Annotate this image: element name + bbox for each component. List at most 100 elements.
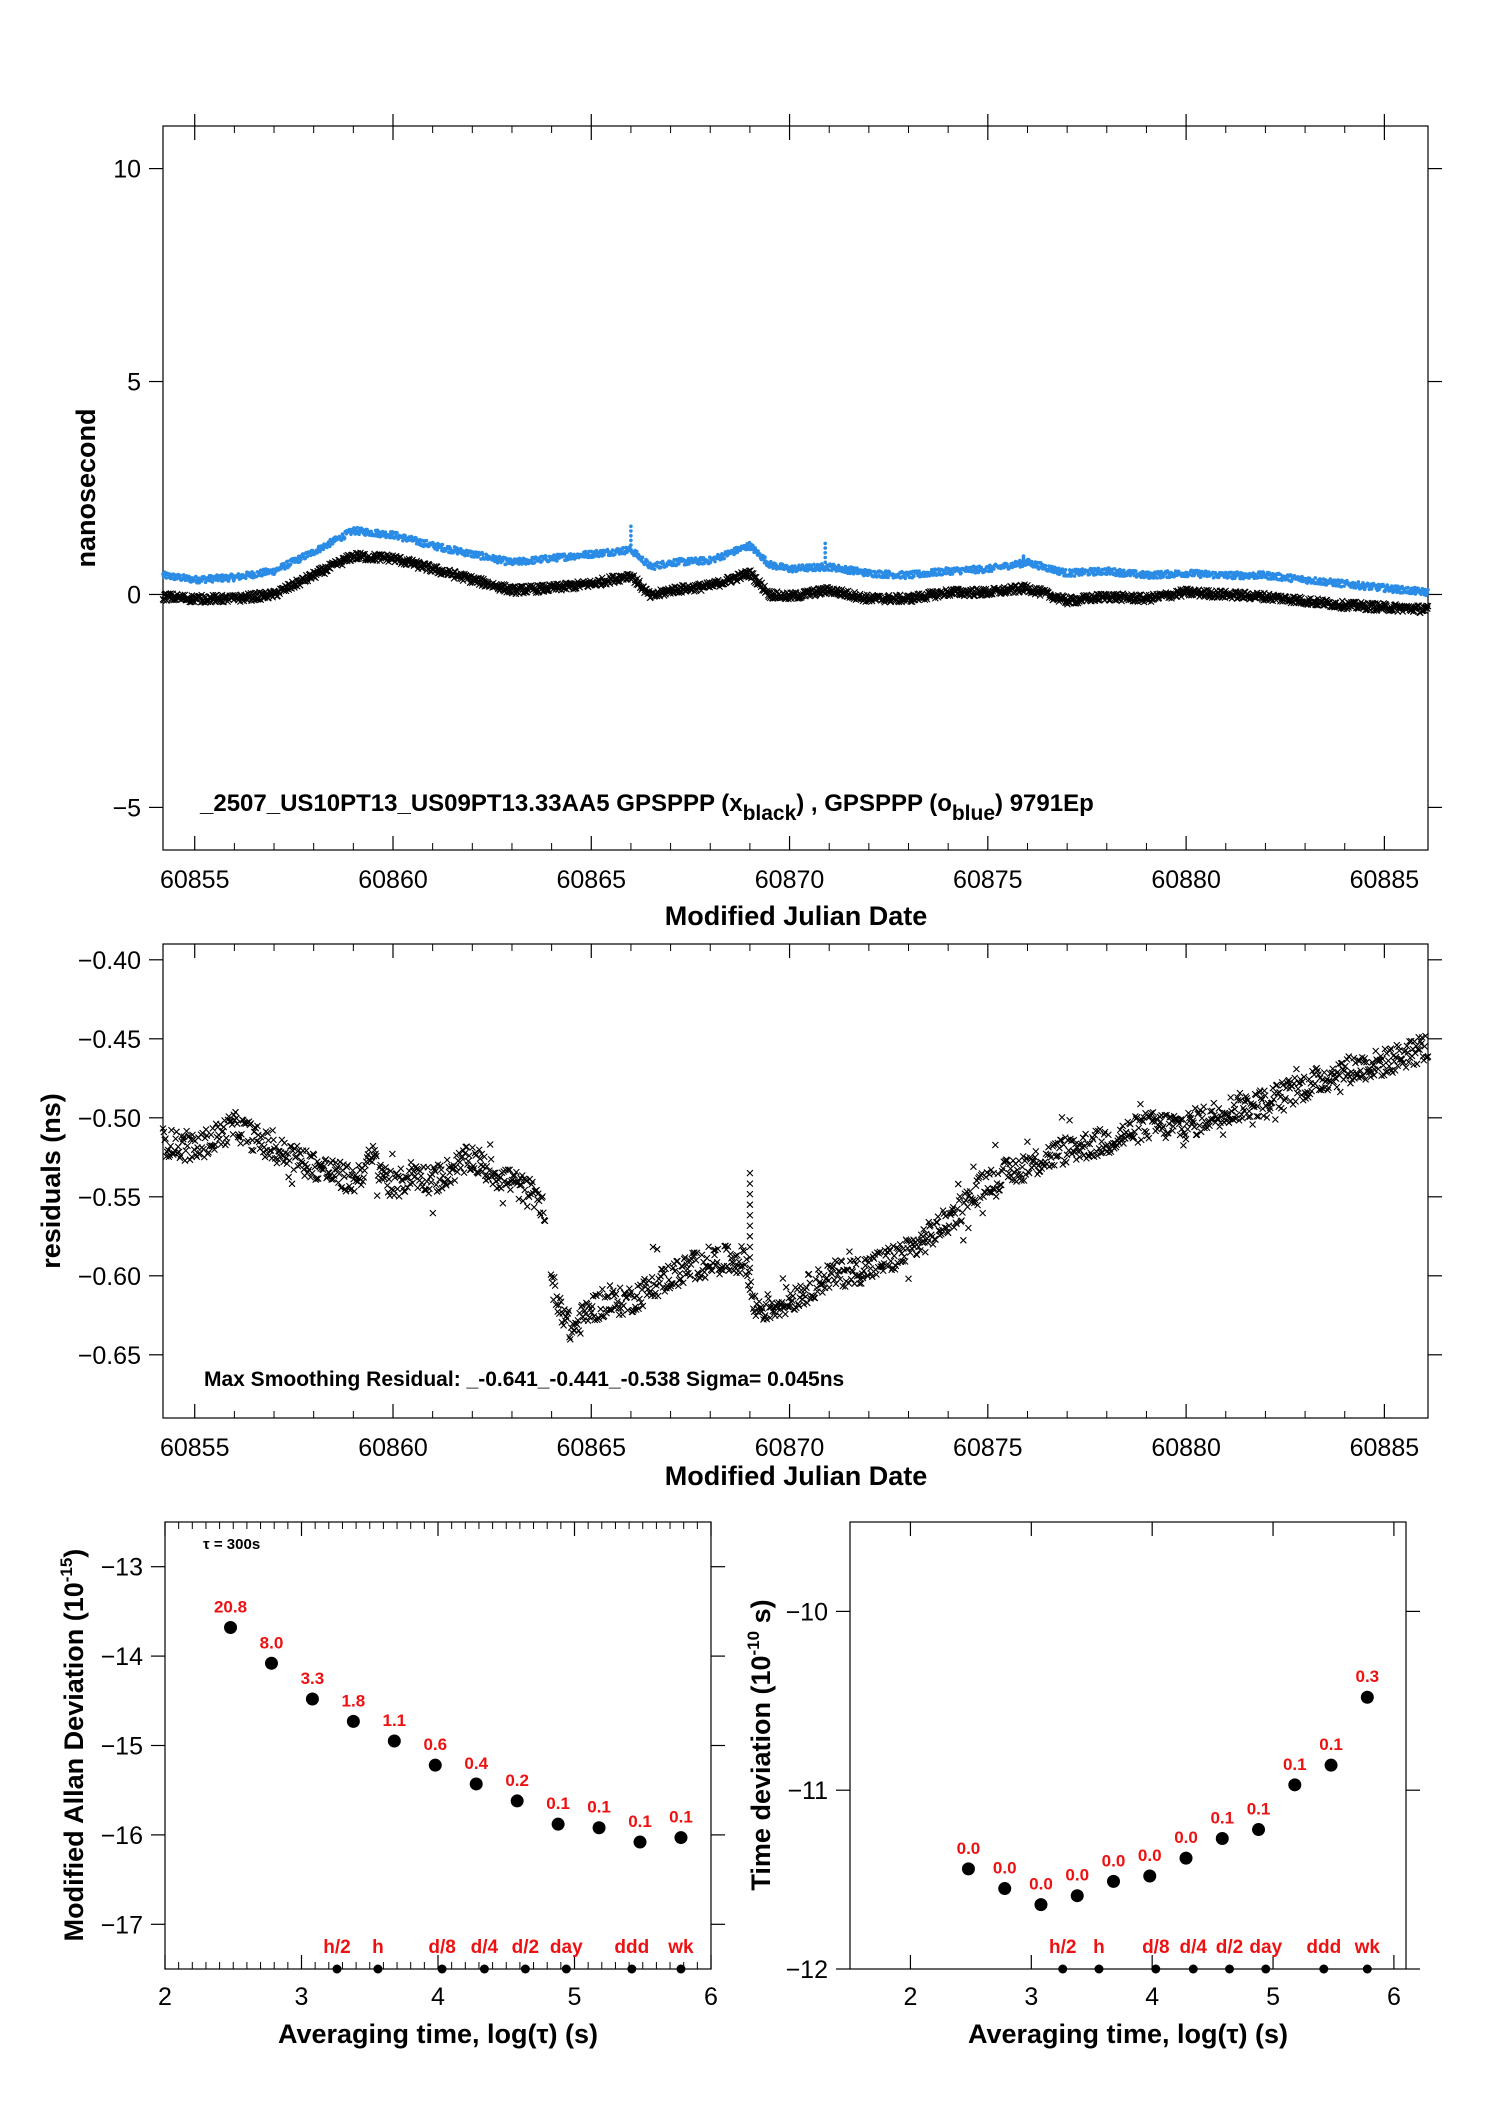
blue-series-point [440,542,445,547]
black-series-point [754,580,761,588]
residual-point [302,1147,310,1154]
blue-series-point [203,580,208,584]
black-series-point [749,570,757,577]
x-tick-label: 60860 [358,866,428,894]
residual-point [469,1144,476,1151]
blue-series-point [288,562,293,567]
residual-point [727,1250,734,1258]
residual-point [486,1141,494,1148]
residual-point [368,1158,376,1166]
blue-series-point [886,575,890,580]
blue-series-point [285,559,290,564]
residual-point [351,1187,358,1195]
blue-series-point [555,559,559,563]
residual-point [439,1172,447,1180]
residual-point [397,1165,405,1173]
blue-series-point [178,573,182,578]
blue-series-point [819,567,823,571]
residual-point [652,1282,660,1289]
x-tick-label: 60865 [557,866,627,894]
black-series-point [160,596,168,604]
residual-point [705,1243,713,1251]
y-tick-label: −0.55 [78,1184,141,1212]
residual-point [551,1282,559,1290]
x-tick-label: 60875 [953,866,1023,894]
residual-point [270,1136,277,1144]
residual-point [311,1163,319,1171]
y-tick-label: 0 [127,581,141,609]
blue-series-point [582,555,587,559]
blue-series-point [1362,587,1367,592]
x-tick-label: 60870 [755,866,825,894]
residual-point [286,1157,293,1164]
residual-point [648,1273,656,1281]
residual-point [664,1262,672,1270]
blue-spike-point [629,524,633,529]
blue-series-point [992,567,996,571]
blue-series-point [950,572,955,576]
blue-series-point [1386,585,1391,590]
blue-series-point [501,558,505,563]
blue-series-point [959,571,963,575]
x-tick-label: 60860 [358,1434,428,1462]
blue-series-point [849,565,854,569]
y-tick-label: 10 [113,156,141,184]
residual-point [703,1254,711,1262]
black-series-point [737,575,745,583]
residual-point [487,1155,495,1163]
residual-point [172,1135,180,1143]
blue-series-point [1062,571,1067,575]
residual-point [394,1185,401,1193]
residual-point [237,1140,244,1147]
x-tick-label: 60865 [557,1434,627,1462]
tdev-plot-frame [849,1521,1407,1970]
x-tick-label: 60880 [1151,866,1221,894]
blue-series-point [1426,587,1430,592]
blue-series-point [1419,592,1423,597]
blue-series-point [369,529,374,534]
black-series-point [636,577,643,585]
blue-series-point [763,555,767,559]
blue-series-point [827,568,831,572]
x-tick-label: 60875 [953,1434,1023,1462]
blue-series-point [903,576,908,581]
blue-series-point [504,562,509,566]
blue-series-point [722,556,726,561]
blue-series-point [912,574,916,579]
residual-point [437,1166,445,1174]
blue-series-point [230,573,235,577]
blue-series-point [869,569,874,574]
black-series-point [751,573,759,581]
black-series-point [255,595,262,603]
residual-point [765,1295,772,1303]
residual-point [385,1175,393,1183]
residual-point [606,1282,614,1289]
blue-spike-point [823,546,827,550]
residual-point [390,1191,398,1199]
y-tick-label: −0.65 [78,1342,141,1370]
top-plot-frame [162,125,1429,851]
blue-series-point [1212,575,1216,580]
blue-series-point [1069,573,1074,577]
residual-point [288,1180,296,1188]
y-tick-label: −0.45 [78,1026,141,1054]
blue-spike-point [823,551,827,555]
blue-series-point [299,557,303,562]
residual-point [184,1142,191,1150]
blue-series-point [597,554,601,559]
blue-series-point [713,559,717,564]
blue-spike-point [629,538,633,543]
blue-series-point [652,567,657,571]
black-series-point [200,593,208,600]
black-series-point [284,580,292,588]
blue-series-point [984,568,988,573]
black-series-point [376,557,384,565]
blue-series-point [1159,569,1163,574]
blue-series-point [621,546,625,550]
blue-series-point [790,570,795,574]
blue-series-point [210,580,215,584]
blue-series-point [557,556,561,560]
residual-point [701,1268,708,1276]
blue-series-point [708,560,713,565]
residual-point [566,1335,574,1343]
